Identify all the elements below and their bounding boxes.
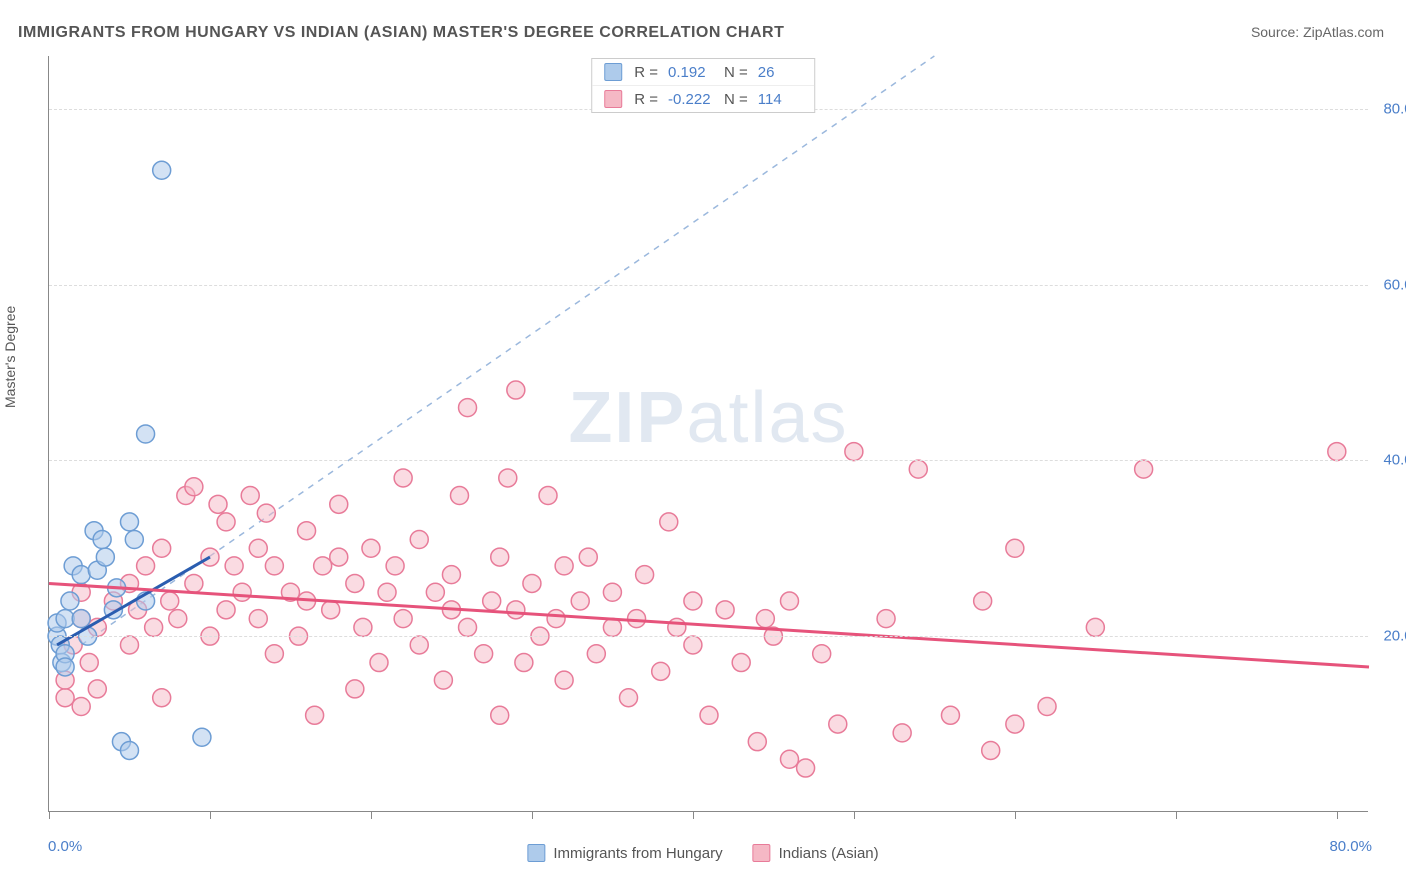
swatch-hungary-icon xyxy=(527,844,545,862)
legend-item-hungary: Immigrants from Hungary xyxy=(527,844,722,862)
stats-legend: R = 0.192 N = 26 R = -0.222 N = 114 xyxy=(591,58,815,113)
source-label: Source: ZipAtlas.com xyxy=(1251,24,1384,40)
legend-row-indians: R = -0.222 N = 114 xyxy=(592,86,814,112)
series-legend: Immigrants from Hungary Indians (Asian) xyxy=(527,844,878,862)
swatch-hungary xyxy=(604,63,622,81)
y-axis-label: Master's Degree xyxy=(2,306,18,408)
chart-title: IMMIGRANTS FROM HUNGARY VS INDIAN (ASIAN… xyxy=(18,24,784,42)
swatch-indians-icon xyxy=(753,844,771,862)
legend-row-hungary: R = 0.192 N = 26 xyxy=(592,59,814,86)
swatch-indians xyxy=(604,90,622,108)
y-tick-label: 40.0% xyxy=(1376,452,1406,469)
x-tick-0: 0.0% xyxy=(48,838,82,855)
y-tick-label: 80.0% xyxy=(1376,100,1406,117)
x-tick-80: 80.0% xyxy=(1329,838,1372,855)
y-tick-label: 20.0% xyxy=(1376,628,1406,645)
scatter-svg xyxy=(49,56,1368,811)
chart-plot-area: ZIPatlas 20.0%40.0%60.0%80.0% xyxy=(48,56,1368,812)
y-tick-label: 60.0% xyxy=(1376,276,1406,293)
legend-item-indians: Indians (Asian) xyxy=(753,844,879,862)
